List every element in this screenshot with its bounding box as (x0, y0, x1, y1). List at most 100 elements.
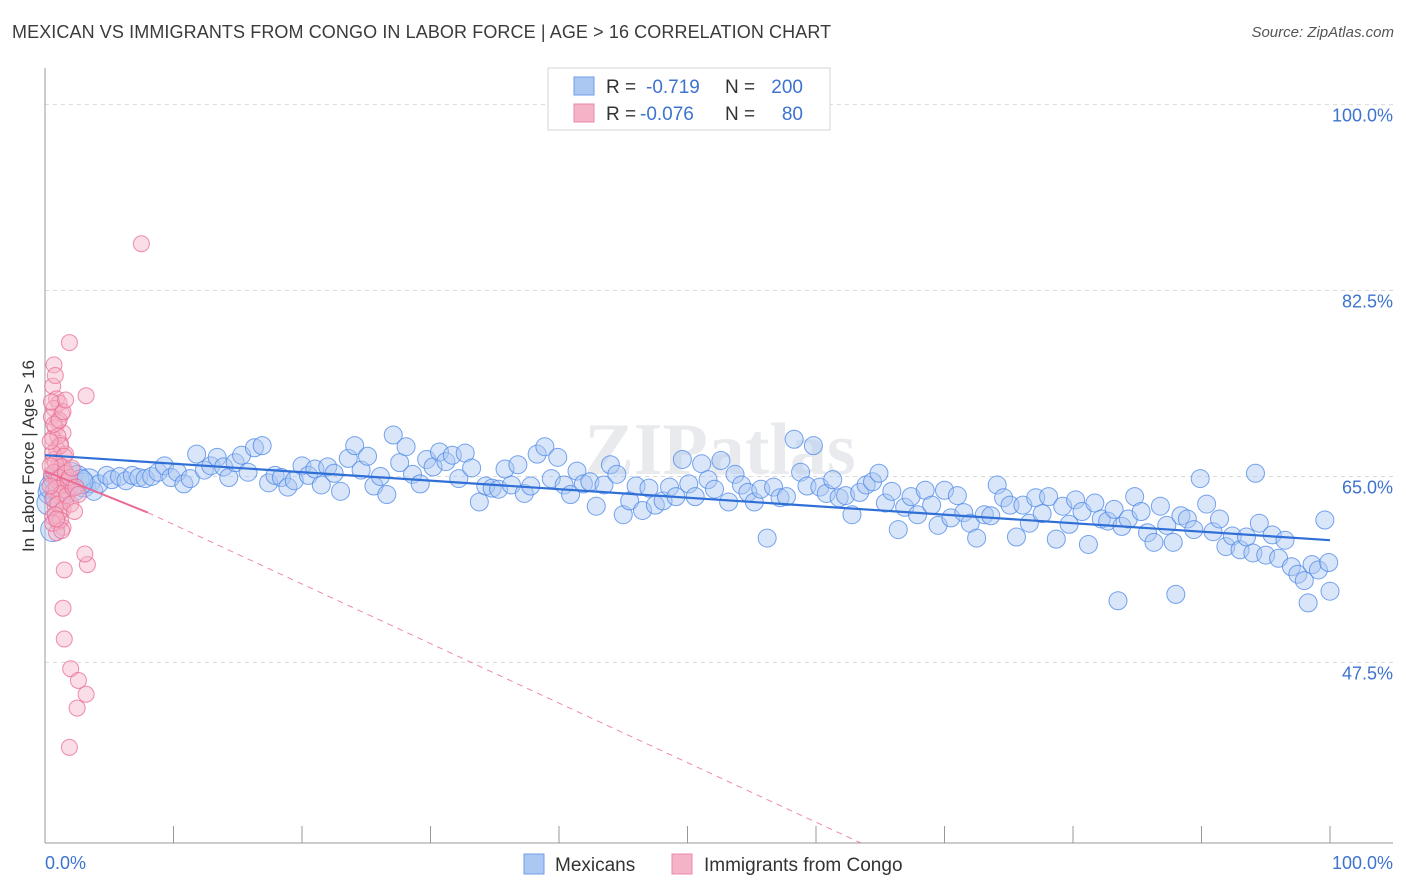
mexicans-point (685, 487, 705, 507)
congo-point (60, 334, 78, 352)
congo-point (60, 738, 78, 756)
congo-point (132, 235, 150, 253)
mexicans-point (1230, 540, 1250, 560)
mexicans-point (1104, 499, 1124, 519)
mexicans-point (764, 477, 784, 497)
mexicans-point (1006, 527, 1026, 547)
mexicans-point (784, 429, 804, 449)
mexicans-point (238, 462, 258, 482)
congo-point (77, 685, 95, 703)
mexicans-point (514, 483, 534, 503)
mexicans-point (1320, 581, 1340, 601)
congo-point (78, 556, 96, 574)
legend-bottom: Mexicans Immigrants from Congo (523, 853, 903, 876)
mexicans-point (882, 481, 902, 501)
mexicans-point (292, 456, 312, 476)
trend-lines (44, 454, 1331, 844)
grid-lines (45, 104, 1393, 663)
legend-r-value-1: -0.719 (646, 77, 700, 98)
mexicans-point (1163, 532, 1183, 552)
mexicans-point (600, 455, 620, 475)
mexicans-point (1085, 493, 1105, 513)
congo-point (41, 432, 59, 450)
congo-point (66, 503, 84, 520)
mexicans-point (469, 492, 489, 512)
congo-point (54, 424, 72, 442)
mexicans-point (981, 506, 1001, 526)
congo-point (76, 545, 94, 563)
mexicans-point (508, 455, 528, 475)
mexicans-point (345, 436, 365, 456)
mexicans-point (527, 444, 547, 464)
mexicans-point (535, 437, 555, 457)
legend-top: R = -0.719 N = 200 R = -0.076 N = 80 (547, 67, 831, 131)
mexicans-point (1108, 591, 1128, 611)
mexicans-point (1131, 502, 1151, 521)
mexicans-point (776, 487, 796, 507)
mexicans-point (1144, 532, 1164, 552)
mexicans-point (358, 446, 378, 466)
mexicans-point (607, 464, 627, 484)
mexicans-point (1209, 509, 1229, 529)
mexicans-point (994, 488, 1014, 508)
congo-point (77, 387, 95, 405)
congo-point (41, 457, 59, 475)
mexicans-point (1216, 537, 1236, 557)
mexicans-point (1150, 496, 1170, 516)
mexicans-point (116, 471, 136, 491)
mexicans-point (244, 438, 264, 458)
mexicans-point (252, 436, 272, 456)
legend-bottom-label-mexicans: Mexicans (555, 855, 635, 876)
mexicans-point (351, 460, 371, 480)
mexicans-point (410, 474, 430, 494)
mexicans-point (974, 505, 994, 525)
legend-bottom-label-congo: Immigrants from Congo (704, 855, 903, 876)
mexicans-point (613, 505, 633, 525)
mexicans-point (586, 496, 606, 516)
mexicans-point (922, 495, 942, 515)
mexicans-point (1294, 571, 1314, 591)
mexicans-point (1302, 555, 1322, 575)
y-axis-label: In Labor Force | Age > 16 (19, 360, 38, 552)
mexicans-point (633, 500, 653, 520)
legend-r-label-2: R = (606, 104, 636, 125)
mexicans-point (259, 473, 279, 493)
mexicans-point (823, 470, 843, 490)
mexicans-point (338, 448, 358, 468)
mexicans-point (1184, 520, 1204, 540)
congo-point (54, 599, 72, 617)
mexicans-point (672, 449, 692, 469)
congo-point (69, 671, 87, 689)
mexicans-point (1236, 527, 1256, 547)
mexicans-point (1046, 529, 1066, 549)
congo-point (41, 477, 59, 495)
mexicans-point (967, 528, 987, 548)
congo-point (57, 391, 75, 409)
legend-swatch-congo (573, 103, 595, 123)
congo-point (48, 510, 66, 528)
congo-trend-line (44, 470, 149, 514)
mexicans-point (174, 474, 194, 494)
mexicans-point (1315, 510, 1335, 530)
legend-n-value-2: 80 (782, 104, 803, 125)
mexicans-point (1190, 469, 1210, 489)
x-tick-label-min: 0.0% (45, 853, 86, 873)
y-tick-label: 47.5% (1342, 663, 1393, 683)
legend-n-label-1: N = (725, 77, 755, 98)
congo-point (63, 459, 81, 477)
legend-swatch-mexicans (573, 76, 595, 96)
mexicans-point (1066, 490, 1086, 510)
congo-point (42, 393, 60, 411)
congo-point (68, 699, 86, 717)
mexicans-trend-line (44, 454, 1331, 542)
mexicans-point (377, 485, 397, 504)
mexicans-point (935, 480, 954, 500)
mexicans-point (396, 437, 416, 457)
mexicans-point (1249, 513, 1269, 533)
mexicans-point (725, 464, 745, 484)
mexicans-point (1298, 593, 1318, 613)
congo-trend-extension (147, 512, 862, 844)
mexicans-point (679, 474, 699, 494)
mexicans-point (869, 463, 889, 483)
